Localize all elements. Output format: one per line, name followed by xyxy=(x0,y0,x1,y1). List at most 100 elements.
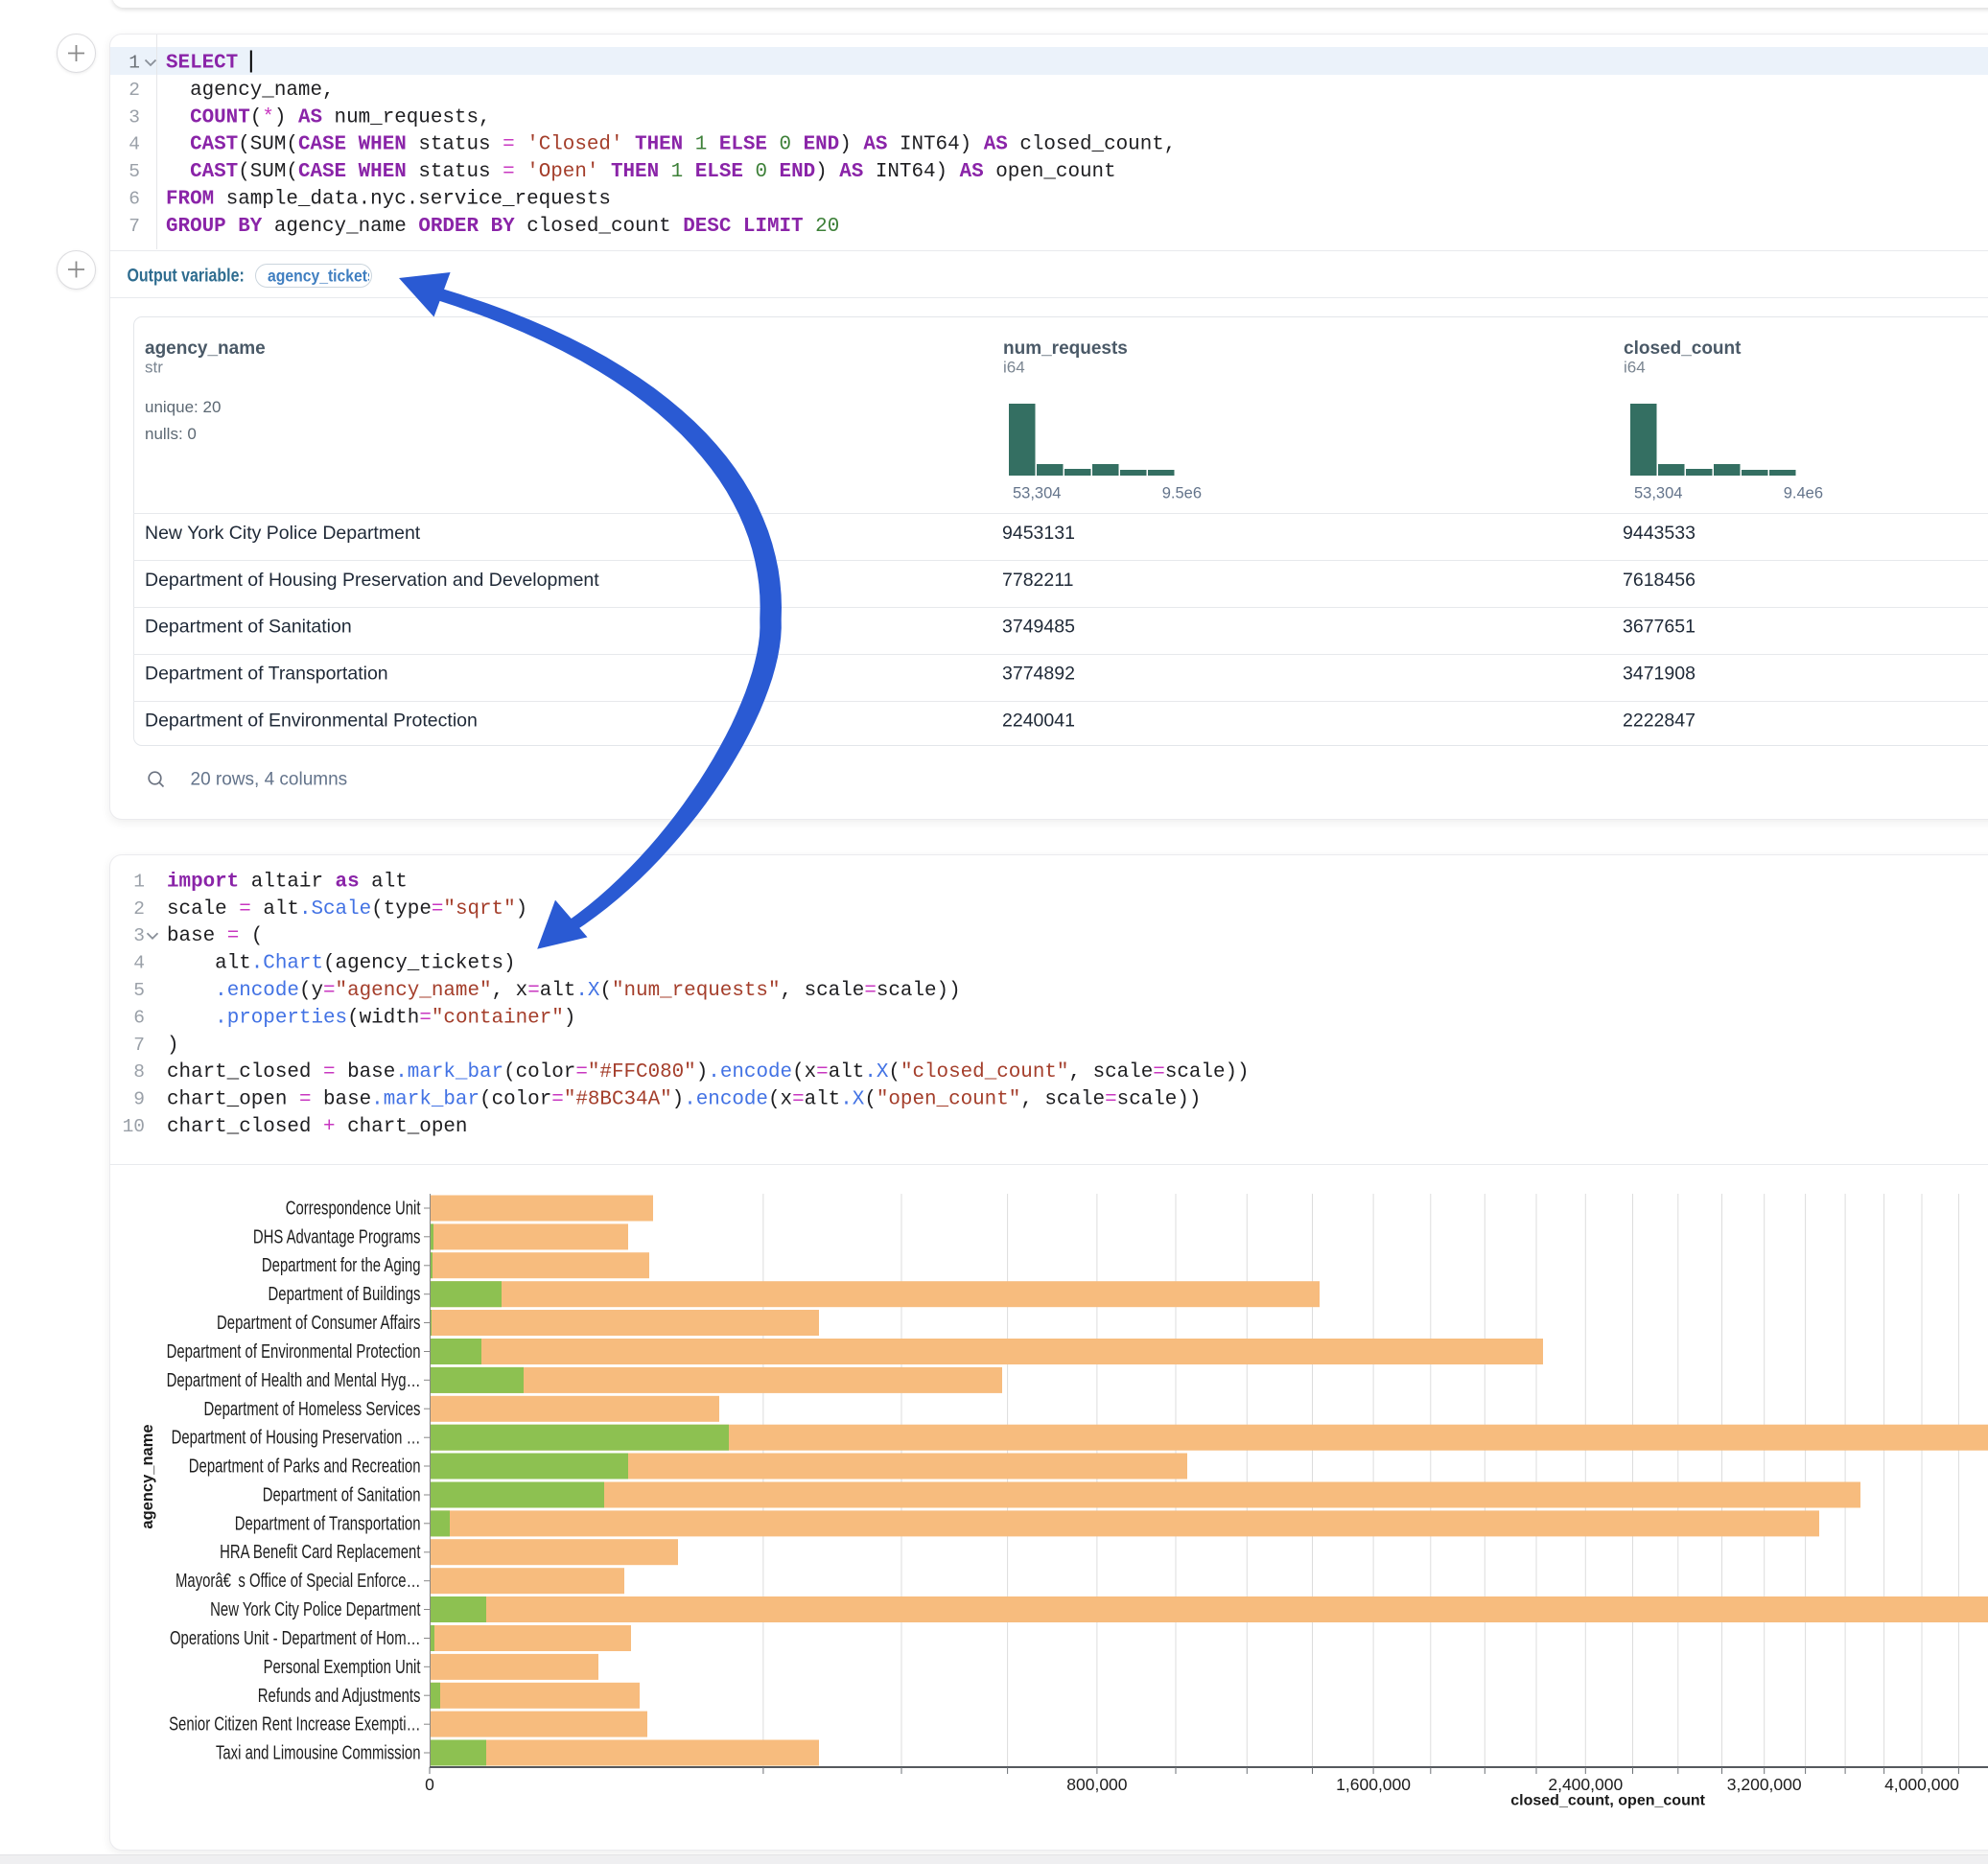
svg-text:chart_closed: chart_closed xyxy=(167,1116,311,1138)
svg-text:Department of Consumer Affairs: Department of Consumer Affairs xyxy=(217,1312,421,1334)
svg-text:Operations Unit - Department o: Operations Unit - Department of Hom… xyxy=(170,1627,421,1649)
svg-text:3749485: 3749485 xyxy=(1002,617,1075,638)
svg-text:chart_open: chart_open xyxy=(167,1089,287,1111)
svg-text:(agency_tickets): (agency_tickets) xyxy=(323,953,516,975)
svg-text:alt: alt xyxy=(371,871,408,893)
svg-text:Department of Transportation: Department of Transportation xyxy=(145,664,388,685)
svg-text:=: = xyxy=(551,1089,564,1111)
svg-text:SELECT: SELECT xyxy=(166,53,238,75)
svg-text:2: 2 xyxy=(133,898,145,920)
svg-text:open_count: open_count xyxy=(995,161,1115,183)
svg-text:(: ( xyxy=(286,134,298,156)
svg-text:=: = xyxy=(227,925,240,947)
svg-text:i64: i64 xyxy=(1003,359,1025,377)
svg-text:"agency_name": "agency_name" xyxy=(336,980,492,1002)
svg-text:(: ( xyxy=(864,1089,877,1111)
svg-text:9.5e6: 9.5e6 xyxy=(1162,485,1202,502)
svg-text:(x: (x xyxy=(792,1061,816,1083)
svg-text:'Open': 'Open' xyxy=(526,161,598,183)
svg-text:2222847: 2222847 xyxy=(1623,711,1696,732)
svg-text:.encode: .encode xyxy=(708,1061,792,1083)
svg-text:.X: .X xyxy=(840,1089,865,1111)
svg-text:.encode: .encode xyxy=(684,1089,768,1111)
svg-text:alt: alt xyxy=(215,953,251,975)
svg-text:=: = xyxy=(792,1089,805,1111)
svg-text:1: 1 xyxy=(671,161,684,183)
svg-text:=: = xyxy=(1153,1061,1165,1083)
svg-text:(y: (y xyxy=(299,980,323,1002)
svg-text:=: = xyxy=(527,980,540,1002)
svg-text:=: = xyxy=(816,1061,829,1083)
svg-text:SUM: SUM xyxy=(250,134,287,156)
svg-text:Department of Sanitation: Department of Sanitation xyxy=(145,617,352,638)
svg-text:.X: .X xyxy=(864,1061,889,1083)
svg-text:4: 4 xyxy=(129,134,140,155)
svg-text:, scale: , scale xyxy=(781,980,865,1002)
svg-text:Refunds and Adjustments: Refunds and Adjustments xyxy=(258,1685,421,1707)
svg-text:53,304: 53,304 xyxy=(1013,485,1061,502)
svg-text:END: END xyxy=(780,161,816,183)
svg-text:=: = xyxy=(323,1061,336,1083)
svg-text:7618456: 7618456 xyxy=(1623,570,1696,591)
svg-text:THEN: THEN xyxy=(611,161,659,183)
svg-text:New York City Police Departmen: New York City Police Department xyxy=(145,523,421,544)
svg-text:Department of Buildings: Department of Buildings xyxy=(269,1283,421,1305)
svg-text:53,304: 53,304 xyxy=(1634,485,1682,502)
svg-text:Correspondence Unit: Correspondence Unit xyxy=(286,1197,421,1219)
svg-text:.mark_bar: .mark_bar xyxy=(395,1061,503,1083)
svg-text:, scale: , scale xyxy=(1020,1089,1105,1111)
svg-text:(width: (width xyxy=(347,1007,419,1029)
svg-text:agency_name: agency_name xyxy=(274,216,407,238)
svg-text:chart_open: chart_open xyxy=(347,1116,467,1138)
svg-text:=: = xyxy=(299,1089,312,1111)
svg-text:closed_count: closed_count xyxy=(1624,338,1742,359)
svg-text:BY: BY xyxy=(491,216,516,238)
svg-text:=: = xyxy=(864,980,877,1002)
svg-text:FROM: FROM xyxy=(166,189,214,211)
svg-text:.mark_bar: .mark_bar xyxy=(371,1089,479,1111)
svg-text:20 rows, 4 columns: 20 rows, 4 columns xyxy=(191,770,348,790)
svg-text:LIMIT: LIMIT xyxy=(743,216,804,238)
svg-text:2,400,000: 2,400,000 xyxy=(1548,1775,1623,1794)
svg-text:altair: altair xyxy=(251,871,323,893)
svg-text:SUM: SUM xyxy=(250,161,287,183)
svg-text:3: 3 xyxy=(133,925,145,946)
svg-text:1: 1 xyxy=(695,134,708,156)
svg-text:"#8BC34A": "#8BC34A" xyxy=(564,1089,672,1111)
svg-text:'Closed': 'Closed' xyxy=(526,134,622,156)
svg-text:Department of Housing Preserva: Department of Housing Preservation and D… xyxy=(145,570,599,591)
svg-text:"sqrt": "sqrt" xyxy=(443,898,515,920)
svg-text:20: 20 xyxy=(815,216,839,238)
svg-text:"num_requests": "num_requests" xyxy=(612,980,781,1002)
svg-text:=: = xyxy=(419,1007,432,1029)
svg-text:9.4e6: 9.4e6 xyxy=(1784,485,1823,502)
svg-text:.encode: .encode xyxy=(215,980,299,1002)
svg-text:): ) xyxy=(672,1089,685,1111)
svg-text:): ) xyxy=(815,161,828,183)
svg-text:Taxi and Limousine Commission: Taxi and Limousine Commission xyxy=(216,1741,421,1763)
svg-text:0: 0 xyxy=(755,161,767,183)
svg-text:4,000,000: 4,000,000 xyxy=(1884,1775,1959,1794)
svg-text:800,000: 800,000 xyxy=(1066,1775,1128,1794)
svg-text:Mayorâ€ s Office of Special En: Mayorâ€ s Office of Special Enforce… xyxy=(175,1570,420,1592)
svg-text:AS: AS xyxy=(984,134,1008,156)
svg-text:agency_tickets: agency_tickets xyxy=(268,267,376,286)
svg-text:): ) xyxy=(564,1007,576,1029)
svg-text:status: status xyxy=(418,134,490,156)
svg-text:=: = xyxy=(503,161,515,183)
svg-text:agency_name: agency_name xyxy=(145,338,266,359)
svg-text:6: 6 xyxy=(133,1007,145,1028)
svg-text:closed_count: closed_count xyxy=(526,216,670,238)
svg-text:(: ( xyxy=(238,134,250,156)
svg-text:.Scale: .Scale xyxy=(299,898,371,920)
svg-text:"#FFC080": "#FFC080" xyxy=(588,1061,696,1083)
svg-text:alt: alt xyxy=(263,898,299,920)
svg-text:(type: (type xyxy=(371,898,432,920)
svg-text:10: 10 xyxy=(123,1116,145,1137)
svg-text:agency_name,: agency_name, xyxy=(190,80,334,102)
svg-text:3,200,000: 3,200,000 xyxy=(1727,1775,1802,1794)
svg-text:AS: AS xyxy=(298,106,322,128)
svg-text:"open_count": "open_count" xyxy=(877,1089,1020,1111)
svg-text:Department of Housing Preserva: Department of Housing Preservation … xyxy=(172,1427,421,1449)
svg-text:INT64): INT64) xyxy=(876,161,947,183)
